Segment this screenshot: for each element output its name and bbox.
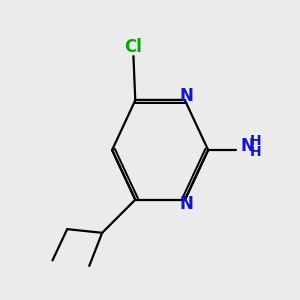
Text: Cl: Cl <box>124 38 142 56</box>
Text: H: H <box>250 145 261 159</box>
Text: N: N <box>240 136 254 154</box>
Text: N: N <box>180 87 194 105</box>
Text: H: H <box>250 134 261 148</box>
Text: N: N <box>180 195 194 213</box>
